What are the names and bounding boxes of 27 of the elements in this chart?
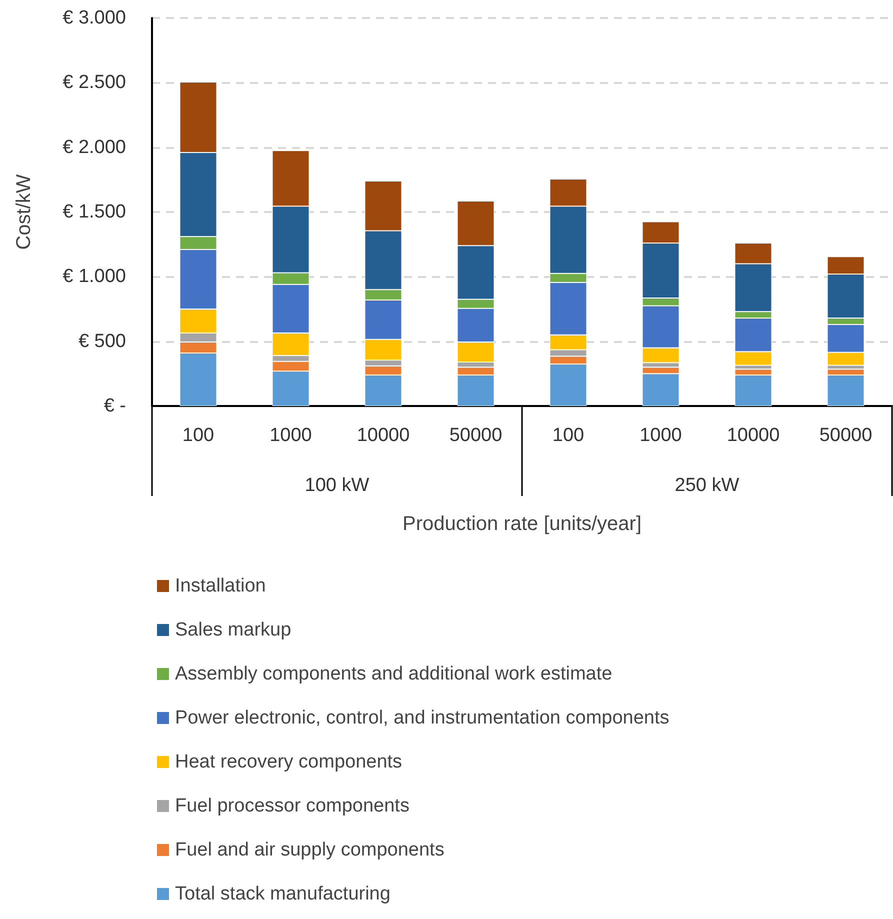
x-tick-label: 50000 [819,425,872,446]
y-axis-title: Cost/kW [13,174,35,250]
x-tick-label: 10000 [356,425,410,446]
y-tick-label: € 1.000 [62,266,126,288]
y-tick-label: € 500 [78,330,126,352]
x-tick-label: 100 [552,425,584,446]
x-tick-label: 1000 [270,425,312,446]
legend-label: Sales markup [175,620,292,640]
x-axis-title: Production rate [units/year] [402,513,642,535]
y-tick-label: € 2.500 [62,72,126,94]
y-tick-label: € 2.000 [62,136,126,158]
x-tick-label: 50000 [449,425,502,446]
x-tick-label: 10000 [726,425,780,446]
text: 100 kW [304,475,370,496]
legend-label: Installation [175,576,266,596]
x-tick-label: 1000 [640,425,682,446]
y-tick-label: € 1.500 [62,202,126,222]
legend-label: Heat recovery components [175,752,402,772]
legend-label: Total stack manufacturing [175,884,390,904]
legend-label: Power electronic, control, and instrumentation components [175,708,670,728]
legend-label: Fuel processor components [175,796,410,816]
x-tick-label: 100 [182,425,214,446]
y-tick-label: € 3.000 [62,8,126,28]
legend-label: Assembly components and additional work estimate [175,664,612,684]
text: 250 kW [674,475,740,496]
legend-label: Fuel and air supply components [175,840,444,860]
y-tick-label: € - [104,396,126,416]
